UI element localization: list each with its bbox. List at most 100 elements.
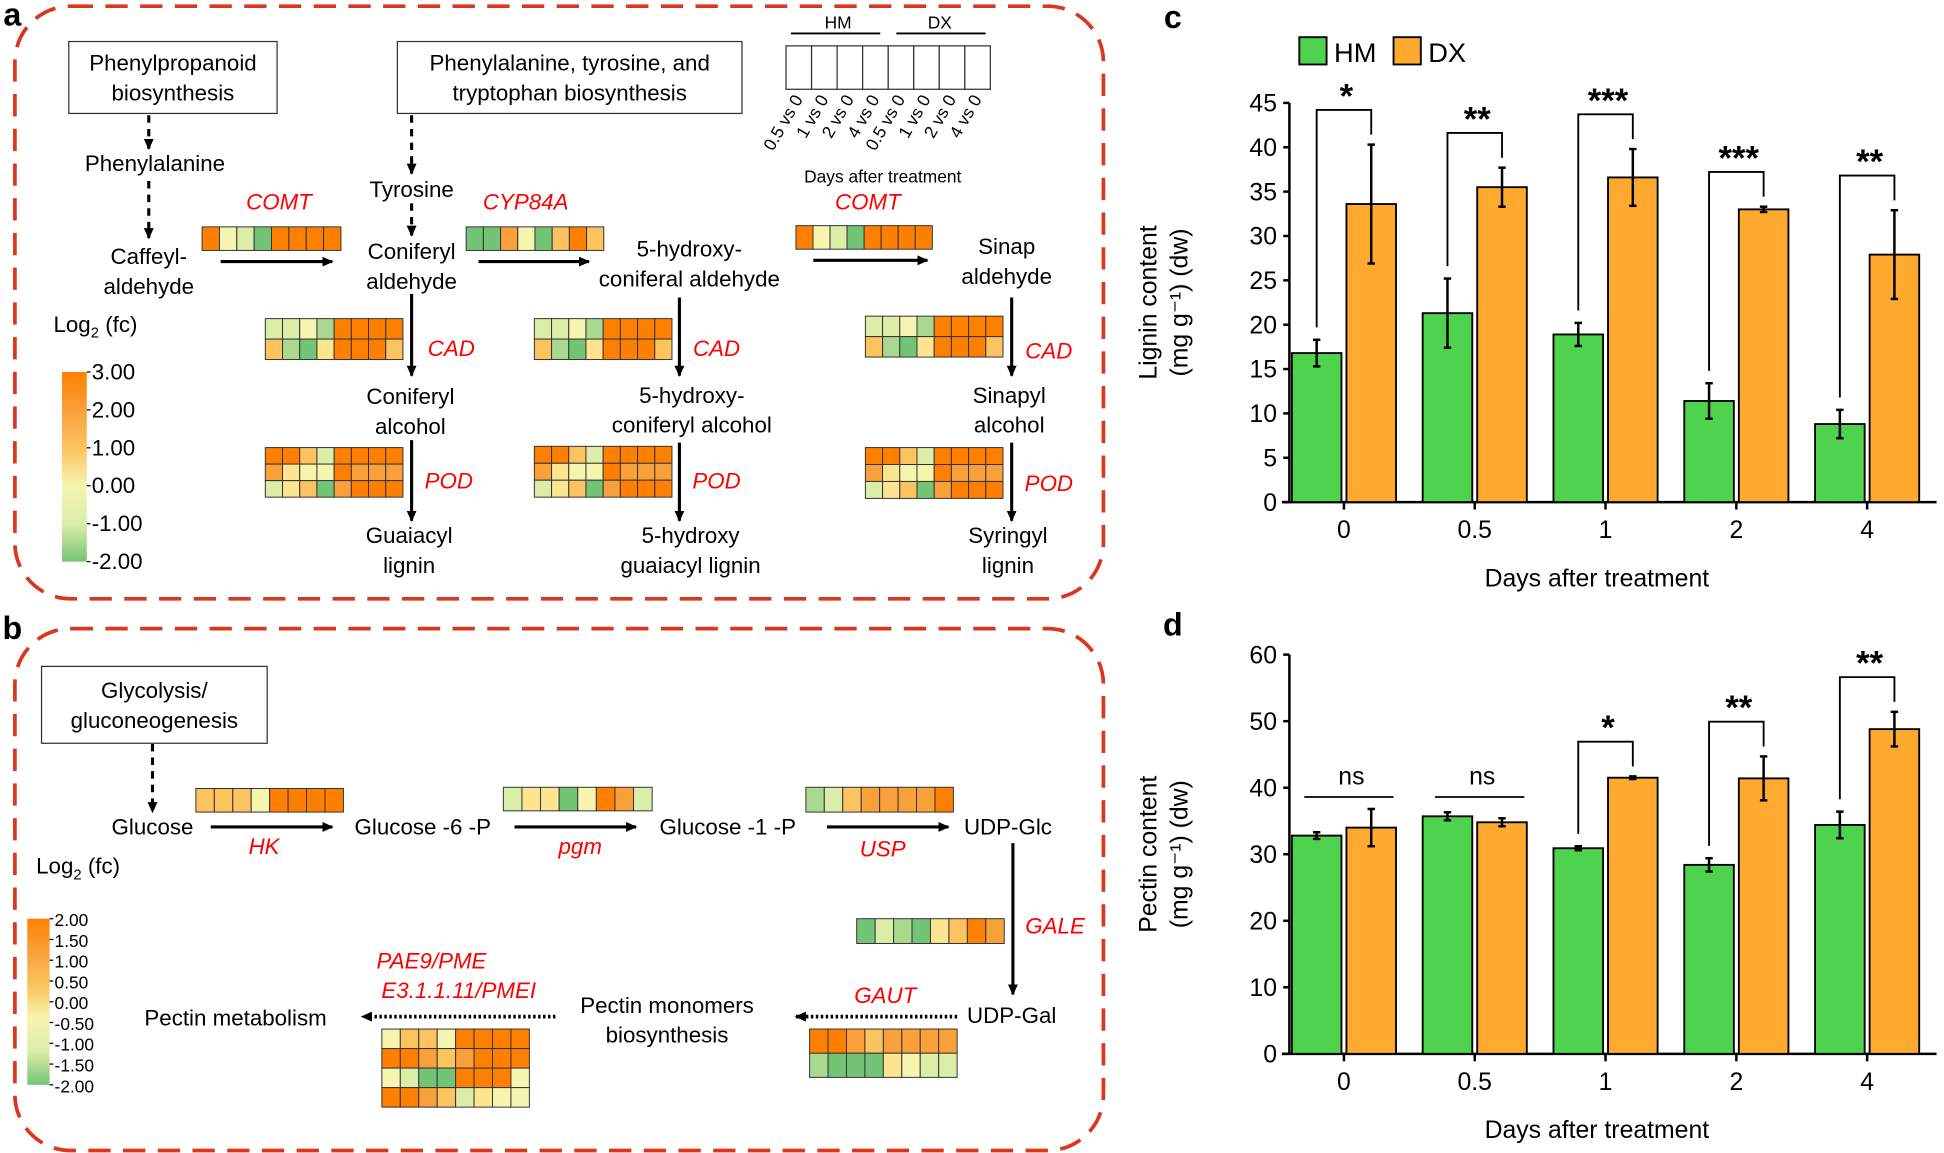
chart-c-significance-label: *** <box>1719 140 1760 178</box>
compound-coniferyl-aldehyde: Coniferyl aldehyde <box>366 239 457 294</box>
chart-d-x-axis-title: Days after treatment <box>1485 1117 1710 1144</box>
enzyme-hk: HK <box>248 834 280 860</box>
heatmap-cad-2-cell <box>551 318 570 340</box>
chart-d-bar-dx <box>1345 826 1397 1055</box>
heatmap-pae-pme-cell <box>381 1067 401 1089</box>
heatmap-cad-3-cell <box>985 336 1004 358</box>
chart-c-significance-label: ** <box>1464 100 1492 138</box>
chart-c-x-tick-label: 0 <box>1337 517 1351 544</box>
chart-d-significance-label: ** <box>1725 689 1753 727</box>
heatmap-hk-cell <box>250 788 271 813</box>
heatmap-usp-cell <box>897 786 918 813</box>
heatmap-pod-3-cell <box>916 480 935 499</box>
chart-c-y-tick-label: 15 <box>1249 357 1277 384</box>
heatmap-cad-3-cell <box>916 315 935 338</box>
color-scale-b-tick-label: 0.00 <box>55 993 89 1013</box>
heatmap-pae-pme-cell <box>492 1048 512 1069</box>
heatmap-cyp84a <box>465 226 605 251</box>
heatmap-pgm-cell <box>540 786 560 812</box>
heatmap-cad-2-cell <box>654 318 673 340</box>
heatmap-cad-2-cell <box>533 338 553 361</box>
heatmap-cad-1 <box>264 318 404 361</box>
heatmap-gaut-cell <box>864 1052 884 1078</box>
heatmap-pod-3-cell <box>864 480 884 499</box>
heatmap-pod-1-cell <box>299 447 318 465</box>
pathway-box-phenylpropanoid: Phenylpropanoid biosynthesis <box>68 40 278 115</box>
heatmap-pod-3-cell <box>916 447 935 466</box>
heatmap-cad-1-cell <box>368 318 387 340</box>
heatmap-gaut-cell <box>827 1052 847 1078</box>
heatmap-cad-1-cell <box>385 318 404 340</box>
heatmap-pae-pme-cell <box>510 1087 530 1108</box>
heatmap-pod-3-cell <box>933 447 952 466</box>
compound-5-hydroxy-guaiacyl-lignin: 5-hydroxy guaiacyl lignin <box>620 523 761 578</box>
heatmap-cyp84a-cell <box>500 226 519 251</box>
heatmap-comt-2-cell <box>914 225 933 250</box>
heatmap-pae-pme-cell <box>399 1028 420 1050</box>
heatmap-pgm <box>502 786 653 812</box>
heatmap-pod-1-cell <box>368 463 387 482</box>
enzyme-usp: USP <box>859 836 906 862</box>
heatmap-comt-1-cell <box>236 226 255 251</box>
chart-c-bar-dx <box>1737 208 1790 504</box>
heatmap-gaut-cell <box>919 1052 940 1078</box>
chart-d-y-tick-label: 20 <box>1249 908 1277 935</box>
heatmap-comt-2-cell <box>795 225 814 250</box>
heatmap-gaut-cell <box>864 1028 884 1054</box>
heatmap-pod-1-cell <box>299 480 318 498</box>
color-scale-b-tick-label: 1.00 <box>55 952 89 972</box>
heatmap-pae-pme-cell <box>473 1067 494 1089</box>
heatmap-pod-3-cell <box>985 480 1004 499</box>
heatmap-pae-pme-cell <box>399 1067 420 1089</box>
heatmap-pod-2-cell <box>602 445 621 464</box>
heatmap-cad-1-cell <box>333 338 352 361</box>
heatmap-pod-1-cell <box>368 447 387 465</box>
heatmap-cad-3-cell <box>864 336 884 358</box>
heatmap-pae-pme-cell <box>510 1048 530 1069</box>
compound-tyrosine: Tyrosine <box>369 177 454 203</box>
chart-c-y-tick-label: 30 <box>1249 224 1277 251</box>
heatmap-gaut-cell <box>827 1028 847 1054</box>
heatmap-pod-3-cell <box>882 480 901 499</box>
compound-glucose-6-p: Glucose -6 -P <box>354 814 491 840</box>
key-group-hm: HM <box>824 12 852 33</box>
heatmap-gale-cell <box>966 918 987 944</box>
heatmap-cad-3 <box>864 315 1004 358</box>
heatmap-comt-1-cell <box>271 226 290 251</box>
heatmap-pod-2-cell <box>533 445 553 464</box>
heatmap-cad-1-cell <box>368 338 387 361</box>
heatmap-pae-pme-cell <box>399 1048 420 1069</box>
heatmap-cad-1-cell <box>264 338 284 361</box>
chart-c-significance-bracket <box>1838 174 1896 398</box>
key-column-box <box>938 45 966 90</box>
heatmap-gaut-cell <box>809 1052 829 1078</box>
heatmap-pod-1-cell <box>385 463 404 482</box>
heatmap-cad-2-cell <box>619 318 639 340</box>
heatmap-pod-1-cell <box>264 463 284 482</box>
enzyme-comt-1: COMT <box>246 189 312 215</box>
heatmap-pae-pme-cell <box>455 1087 475 1108</box>
heatmap-pod-2-cell <box>585 479 604 498</box>
heatmap-gaut-cell <box>882 1028 903 1054</box>
heatmap-gaut <box>809 1028 958 1078</box>
heatmap-pod-1-cell <box>316 463 335 482</box>
heatmap-pae-pme-cell <box>436 1048 457 1069</box>
heatmap-pod-3-cell <box>950 464 970 482</box>
compound-udp-gal: UDP-Gal <box>967 1002 1057 1028</box>
chart-d-significance-bracket <box>1708 720 1765 846</box>
heatmap-pod-1-cell <box>368 480 387 498</box>
heatmap-pod-2-cell <box>637 445 656 464</box>
heatmap-cyp84a-cell <box>517 226 536 251</box>
chart-c-y-tick-label: 25 <box>1249 268 1277 295</box>
heatmap-pod-2-cell <box>551 479 570 498</box>
heatmap-pod-1-cell <box>350 463 370 482</box>
enzyme-pae9-pme: PAE9/PME <box>376 948 487 974</box>
heatmap-cad-3-cell <box>968 336 987 358</box>
color-scale-b-tick-label: -0.50 <box>55 1014 95 1034</box>
heatmap-pod-2-cell <box>619 462 639 481</box>
heatmap-pod-1-cell <box>316 480 335 498</box>
heatmap-hk-cell <box>195 788 215 813</box>
heatmap-cad-1-cell <box>264 318 284 340</box>
chart-d-bar-dx <box>1868 728 1921 1055</box>
